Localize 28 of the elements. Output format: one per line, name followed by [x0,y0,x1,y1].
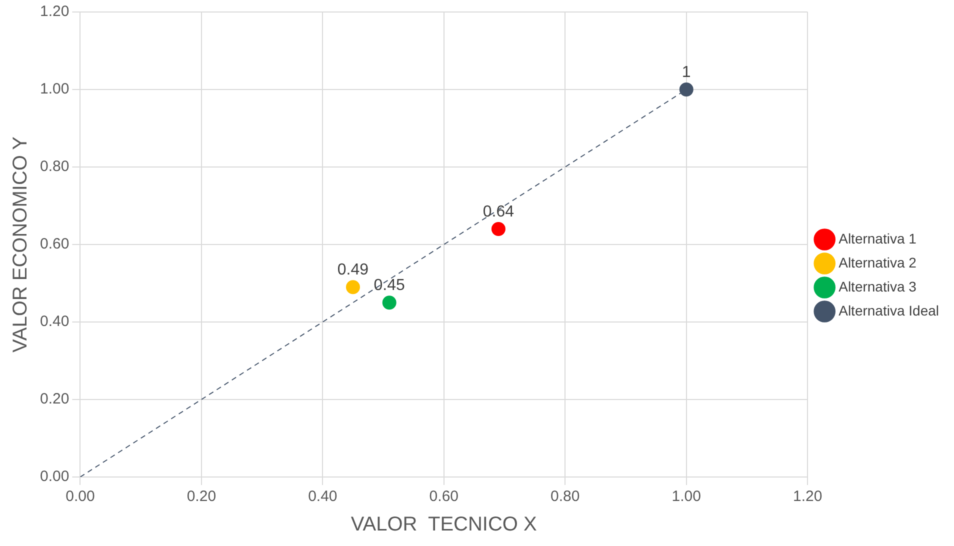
data-label: 0.45 [374,277,406,294]
y-axis-title: VALOR ECONOMICO Y [10,136,32,352]
y-tick-label: 1.20 [40,3,70,20]
y-tick-label: 0.00 [40,468,70,486]
legend-label: Alternativa Ideal [838,302,940,318]
x-tick-label: 0.80 [550,488,580,506]
point [491,222,506,236]
point [382,296,396,310]
x-tick-label: 0.60 [429,488,458,506]
y-tick-label: 0.80 [40,158,70,176]
point [346,280,360,294]
data-label: 0.64 [482,203,514,220]
data-label: 0.49 [337,262,369,279]
legend-label: Alternativa 3 [838,278,917,294]
y-tick-label: 0.20 [40,390,70,408]
x-tick-label: 0.00 [66,488,95,506]
y-tick-label: 0.40 [40,313,70,330]
point [679,82,694,96]
x-tick-label: 0.40 [308,488,338,506]
x-tick-label: 0.20 [186,488,216,506]
x-tick-label: 1.20 [793,488,822,506]
y-tick-label: 0.60 [40,236,70,253]
x-axis-title: VALOR TECNICO X [350,514,537,536]
legend-label: Alternativa 1 [838,230,917,246]
legend-label: Alternativa 2 [838,254,917,270]
y-tick-label: 1.00 [40,80,70,98]
data-label: 1 [682,64,691,81]
x-tick-label: 1.00 [672,488,701,506]
